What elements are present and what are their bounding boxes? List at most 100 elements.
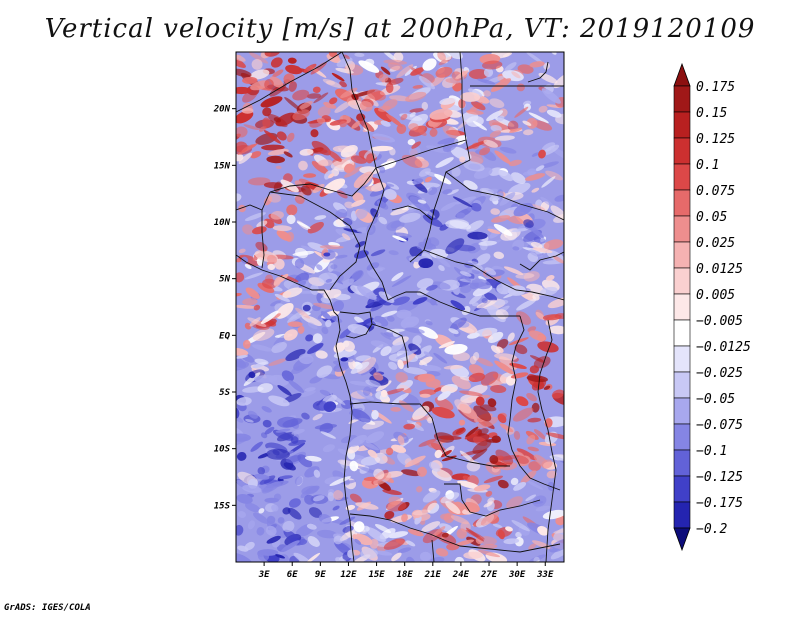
field-blob [442,188,453,195]
field-blob [351,270,364,281]
field-blob [477,416,498,429]
field-blob [396,309,412,319]
field-blob [421,521,441,533]
field-blob [258,508,265,514]
field-blob [483,475,504,484]
field-blob [412,85,424,89]
field-blob [360,367,375,376]
field-blob [531,540,553,550]
field-blob [300,245,315,252]
field-blob [236,361,250,371]
field-blob [242,484,262,493]
field-blob [479,147,491,156]
field-blob [269,76,284,88]
field-blob [316,117,326,124]
field-blob [319,389,332,397]
field-blob [513,481,527,491]
map-frame [235,51,565,563]
field-blob [550,205,564,220]
field-blob [515,396,529,407]
field-blob [236,552,253,562]
field-blob [422,214,443,228]
field-blob [542,509,564,520]
field-blob [527,446,540,452]
field-blob [538,149,546,159]
field-blob [467,231,488,240]
field-blob [335,254,348,259]
field-blob [260,96,283,108]
field-blob [249,317,261,327]
field-blob [421,101,429,111]
lon-tick-label: 18E [397,570,414,580]
field-blob [494,135,515,141]
field-blob [323,102,337,109]
field-blob [547,297,564,309]
field-blob [445,78,461,84]
field-blob [323,252,331,257]
field-blob [403,423,415,430]
field-blob [409,246,423,258]
field-blob [435,157,454,168]
field-blob [238,152,253,165]
colorbar-label: 0.025 [696,236,735,251]
field-blob [330,315,343,323]
field-blob [380,346,392,357]
field-blob [371,410,379,420]
field-blob [463,501,480,513]
field-blob [388,496,402,506]
field-blob [507,332,515,342]
field-blob [304,387,316,392]
colorbar-label: −0.0125 [696,340,751,355]
field-blob [249,52,269,64]
field-blob [483,90,491,97]
field-blob [309,65,327,78]
field-blob [419,393,431,398]
field-blob [417,373,436,383]
field-blob [545,170,563,181]
field-blob [385,82,394,94]
field-blob [307,536,320,547]
field-blob [392,235,407,242]
field-blob [473,484,491,492]
field-blob [273,117,282,123]
colorbar-segment [673,215,691,243]
field-blob [306,552,321,562]
field-blob [304,455,322,462]
field-blob [374,452,388,464]
field-blob [370,208,379,218]
field-blob [391,392,409,405]
field-blob [236,493,253,504]
field-blob [541,142,556,152]
field-blob [253,512,269,524]
field-blob [495,309,509,320]
field-blob [380,120,391,127]
colorbar-segment [673,189,691,217]
field-blob [433,387,442,393]
field-blob [244,541,255,551]
field-blob [543,239,564,250]
field-blob [450,300,466,311]
field-blob [506,496,523,509]
colorbar-segment [673,293,691,321]
lat-tick-label: 20N [213,105,231,115]
field-blob [334,100,352,113]
field-blob [349,460,359,472]
field-blob [329,476,351,487]
field-blob [494,299,509,306]
field-blob [342,217,353,226]
field-blob [401,469,421,477]
field-blob [250,69,270,80]
field-blob [356,113,366,122]
field-blob [266,535,281,544]
field-blob [243,124,260,130]
field-blob [291,365,305,374]
field-blob [480,371,499,386]
field-blob [351,199,366,207]
field-blob [340,144,358,158]
field-blob [318,514,332,524]
field-blob [389,341,404,354]
field-blob [320,431,337,439]
velocity-field [236,52,564,562]
field-blob [294,258,305,269]
field-blob [416,278,434,289]
